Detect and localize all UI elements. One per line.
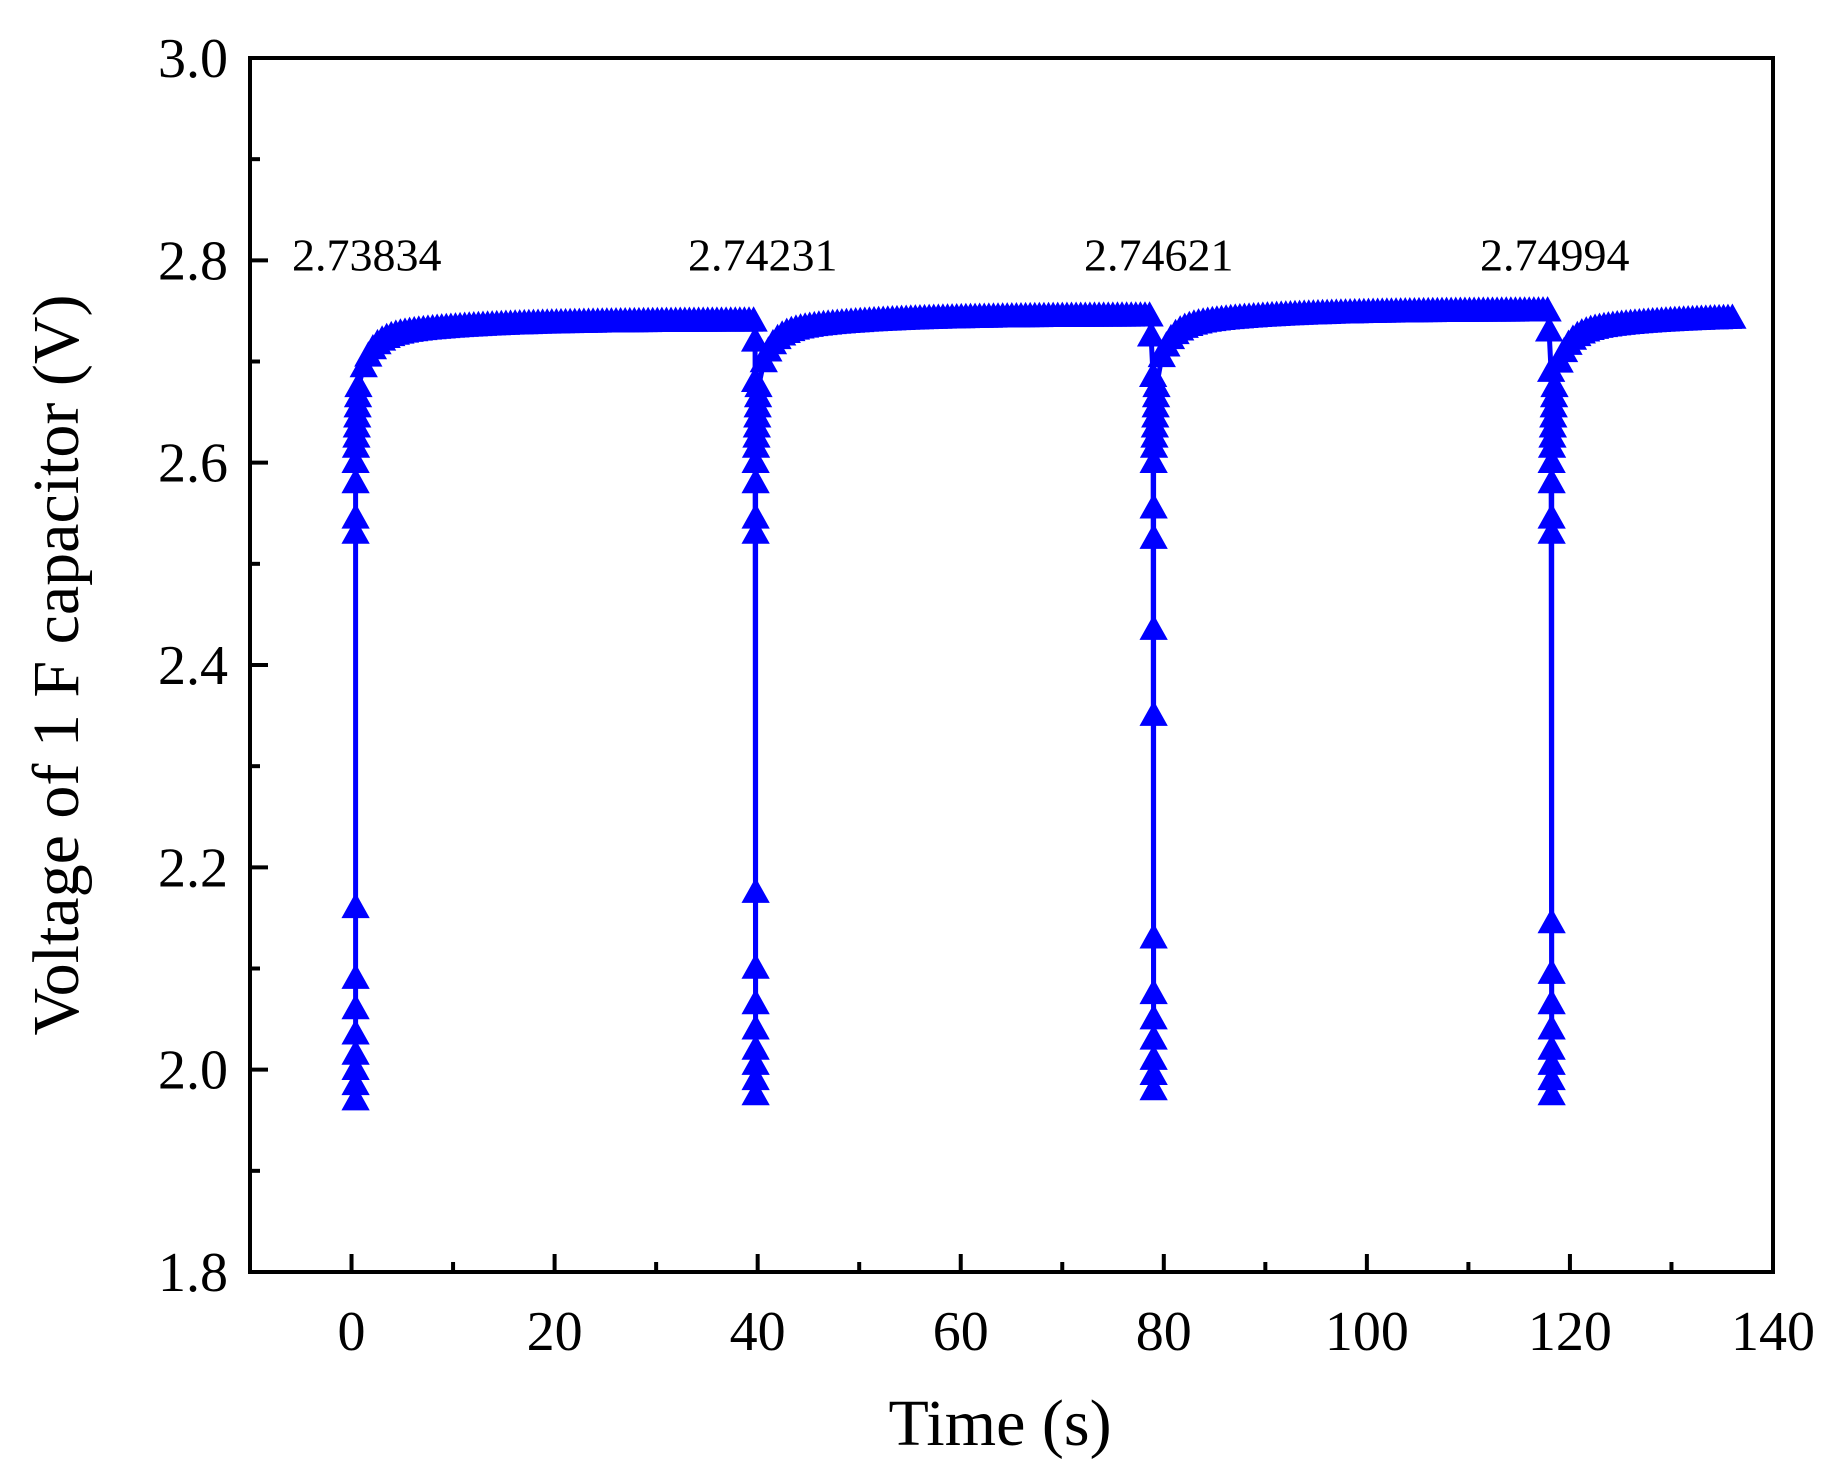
data-point — [1537, 503, 1566, 529]
data-point — [741, 1014, 770, 1040]
data-point — [341, 963, 370, 989]
x-tick-label: 20 — [527, 1301, 583, 1363]
data-point — [1537, 1079, 1566, 1106]
data-point — [1537, 907, 1566, 934]
data-point — [1139, 978, 1168, 1005]
peak-voltage-label: 2.73834 — [292, 229, 442, 280]
data-point — [1139, 1024, 1168, 1050]
data-point — [1139, 923, 1168, 949]
x-tick-label: 140 — [1731, 1301, 1815, 1363]
data-point — [341, 503, 370, 529]
x-axis-title: Time (s) — [888, 1387, 1111, 1460]
data-point — [1540, 371, 1569, 398]
data-point — [341, 1039, 370, 1065]
axis-ticks — [248, 56, 1775, 1274]
data-point — [741, 503, 770, 529]
data-point — [741, 1049, 770, 1075]
data-point — [1139, 493, 1168, 519]
data-point — [1139, 700, 1168, 726]
data-point — [1537, 1064, 1566, 1091]
x-tick-label: 0 — [338, 1301, 366, 1363]
data-point — [741, 1034, 770, 1060]
data-point — [1537, 518, 1566, 544]
data-point — [1534, 316, 1564, 342]
data-point — [341, 1084, 370, 1111]
peak-voltage-label: 2.74621 — [1084, 229, 1234, 280]
data-point — [341, 892, 370, 919]
data-point — [1139, 447, 1168, 473]
annotation-layer: 2.73834 2.74231 2.74621 2.74994 — [292, 229, 1629, 280]
data-point — [741, 1064, 770, 1091]
data-point — [1537, 467, 1566, 494]
x-tick-label: 80 — [1136, 1301, 1192, 1363]
data-point — [341, 518, 370, 544]
data-point — [341, 1069, 370, 1096]
data-point — [1537, 1034, 1566, 1060]
data-point — [741, 988, 770, 1015]
y-tick-label: 2.4 — [158, 635, 228, 697]
series-line — [353, 308, 1733, 1100]
x-tick-label: 100 — [1325, 1301, 1409, 1363]
x-tick-label: 40 — [730, 1301, 786, 1363]
series-layer — [341, 296, 1747, 1111]
data-point — [344, 371, 373, 398]
y-tick-label: 1.8 — [158, 1242, 228, 1304]
data-point — [741, 877, 770, 903]
data-point — [341, 467, 370, 494]
y-tick-label: 2.8 — [158, 230, 228, 292]
data-point — [740, 326, 770, 352]
data-point — [1537, 988, 1566, 1015]
data-point — [1537, 1049, 1566, 1075]
data-point — [341, 1019, 370, 1045]
peak-voltage-label: 2.74231 — [688, 229, 838, 280]
data-point — [1537, 447, 1566, 473]
data-point — [1139, 1059, 1168, 1086]
y-tick-label: 3.0 — [158, 28, 228, 90]
data-point — [741, 467, 770, 494]
data-point — [741, 518, 770, 544]
y-tick-label: 2.6 — [158, 433, 228, 495]
axis-tick-labels: 0 20 40 60 80 100 120 140 1.8 2.0 2.2 2.4 2.6 2.8 3.0 — [158, 28, 1815, 1363]
data-point — [1142, 371, 1171, 398]
data-point — [341, 993, 370, 1020]
peak-voltage-label: 2.74994 — [1480, 229, 1630, 280]
x-tick-label: 120 — [1528, 1301, 1612, 1363]
y-tick-label: 2.0 — [158, 1040, 228, 1102]
data-point — [741, 953, 770, 979]
data-point — [1537, 958, 1566, 984]
data-point — [341, 1054, 370, 1080]
data-point — [1139, 523, 1168, 549]
data-point — [1537, 1014, 1566, 1040]
y-tick-label: 2.2 — [158, 837, 228, 899]
x-tick-label: 60 — [933, 1301, 989, 1363]
data-point — [741, 447, 770, 473]
data-point — [1139, 1074, 1168, 1101]
data-point — [1718, 303, 1747, 329]
data-point — [1139, 614, 1168, 640]
data-point — [1136, 321, 1166, 347]
y-axis-title: Voltage of 1 F capacitor (V) — [20, 294, 93, 1035]
data-point — [1139, 1004, 1168, 1030]
data-point — [744, 371, 773, 398]
data-point — [341, 447, 370, 473]
data-point — [1139, 1044, 1168, 1070]
data-point — [741, 1079, 770, 1106]
